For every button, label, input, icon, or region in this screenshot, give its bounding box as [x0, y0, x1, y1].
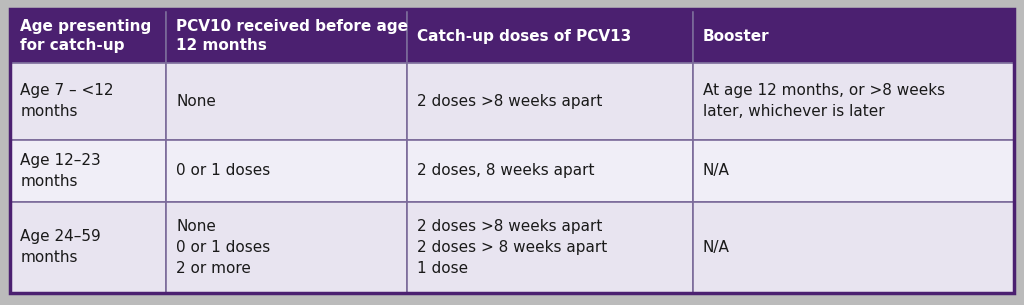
Bar	[407, 9, 692, 63]
Text: None: None	[176, 94, 216, 109]
Text: N/A: N/A	[702, 163, 730, 178]
Bar	[407, 140, 692, 202]
Bar	[692, 140, 1014, 202]
Bar	[407, 202, 692, 293]
Text: N/A: N/A	[702, 240, 730, 255]
Text: 2 doses >8 weeks apart: 2 doses >8 weeks apart	[417, 94, 602, 109]
Text: Catch-up doses of PCV13: Catch-up doses of PCV13	[417, 29, 631, 44]
Bar	[407, 63, 692, 140]
Text: 0 or 1 doses: 0 or 1 doses	[176, 163, 270, 178]
Bar	[692, 9, 1014, 63]
Bar	[10, 202, 166, 293]
Text: At age 12 months, or >8 weeks
later, whichever is later: At age 12 months, or >8 weeks later, whi…	[702, 83, 945, 119]
Text: 2 doses, 8 weeks apart: 2 doses, 8 weeks apart	[417, 163, 594, 178]
Bar	[692, 63, 1014, 140]
Bar	[10, 9, 166, 63]
Bar	[166, 9, 407, 63]
Text: Age presenting
for catch-up: Age presenting for catch-up	[20, 19, 152, 53]
Bar	[166, 202, 407, 293]
Text: Age 12–23
months: Age 12–23 months	[20, 153, 101, 189]
Text: PCV10 received before age
12 months: PCV10 received before age 12 months	[176, 19, 408, 53]
Bar	[10, 63, 166, 140]
Bar	[10, 140, 166, 202]
Text: Age 7 – <12
months: Age 7 – <12 months	[20, 83, 114, 119]
Bar	[166, 140, 407, 202]
Text: Age 24–59
months: Age 24–59 months	[20, 229, 101, 265]
Text: None
0 or 1 doses
2 or more: None 0 or 1 doses 2 or more	[176, 219, 270, 276]
Text: Booster: Booster	[702, 29, 769, 44]
Text: 2 doses >8 weeks apart
2 doses > 8 weeks apart
1 dose: 2 doses >8 weeks apart 2 doses > 8 weeks…	[417, 219, 607, 276]
Bar	[692, 202, 1014, 293]
Bar	[166, 63, 407, 140]
